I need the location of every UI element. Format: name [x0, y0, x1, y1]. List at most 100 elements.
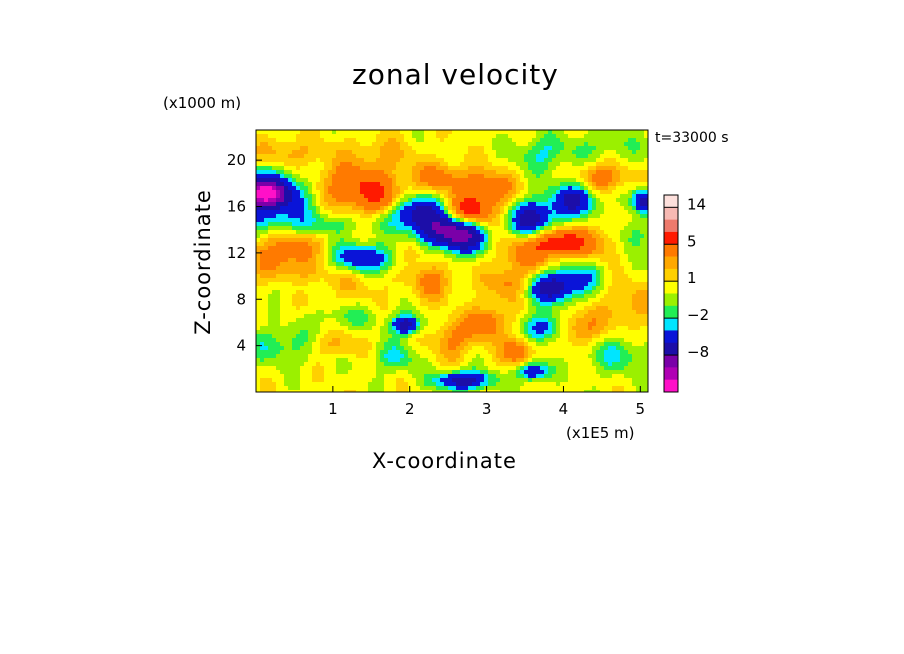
heatmap-cell [536, 206, 541, 211]
heatmap-cell [352, 318, 357, 323]
heatmap-cell [288, 170, 293, 175]
heatmap-cell [572, 158, 577, 163]
heatmap-cell [572, 266, 577, 271]
heatmap-cell [432, 194, 437, 199]
heatmap-cell [284, 330, 289, 335]
heatmap-cell [332, 142, 337, 147]
heatmap-cell [428, 274, 433, 279]
heatmap-cell [620, 222, 625, 227]
heatmap-cell [456, 210, 461, 215]
heatmap-cell [588, 302, 593, 307]
heatmap-cell [420, 206, 425, 211]
heatmap-cell [460, 142, 465, 147]
heatmap-cell [372, 214, 377, 219]
heatmap-cell [472, 142, 477, 147]
heatmap-cell [408, 218, 413, 223]
heatmap-cell [464, 274, 469, 279]
heatmap-cell [452, 142, 457, 147]
heatmap-cell [256, 250, 261, 255]
heatmap-cell [288, 174, 293, 179]
heatmap-cell [444, 186, 449, 191]
heatmap-cell [392, 190, 397, 195]
heatmap-cell [428, 218, 433, 223]
heatmap-cell [568, 310, 573, 315]
heatmap-cell [476, 286, 481, 291]
heatmap-cell [540, 314, 545, 319]
heatmap-cell [416, 274, 421, 279]
heatmap-cell [268, 166, 273, 171]
heatmap-cell [380, 254, 385, 259]
heatmap-cell [288, 266, 293, 271]
heatmap-cell [560, 238, 565, 243]
heatmap-cell [628, 326, 633, 331]
heatmap-cell [384, 198, 389, 203]
heatmap-cell [332, 190, 337, 195]
heatmap-cell [256, 226, 261, 231]
heatmap-cell [256, 138, 261, 143]
heatmap-cell [588, 274, 593, 279]
heatmap-cell [588, 278, 593, 283]
heatmap-cell [416, 146, 421, 151]
heatmap-cell [564, 194, 569, 199]
heatmap-cell [612, 326, 617, 331]
heatmap-cell [568, 222, 573, 227]
heatmap-cell [432, 254, 437, 259]
heatmap-cell [332, 290, 337, 295]
heatmap-cell [380, 314, 385, 319]
heatmap-cell [364, 318, 369, 323]
heatmap-cell [644, 214, 648, 219]
heatmap-cell [584, 330, 589, 335]
heatmap-cell [540, 162, 545, 167]
heatmap-cell [312, 306, 317, 311]
heatmap-cell [368, 278, 373, 283]
heatmap-cell [404, 170, 409, 175]
heatmap-cell [288, 314, 293, 319]
heatmap-cell [436, 170, 441, 175]
heatmap-cell [544, 138, 549, 143]
heatmap-cell [304, 250, 309, 255]
heatmap-cell [384, 166, 389, 171]
heatmap-cell [544, 250, 549, 255]
heatmap-cell [644, 218, 648, 223]
heatmap-cell [496, 182, 501, 187]
heatmap-cell [420, 178, 425, 183]
heatmap-cell [496, 294, 501, 299]
heatmap-cell [388, 218, 393, 223]
heatmap-cell [600, 130, 605, 135]
heatmap-cell [628, 254, 633, 259]
heatmap-cell [352, 230, 357, 235]
heatmap-cell [620, 294, 625, 299]
heatmap-cell [360, 138, 365, 143]
heatmap-cell [632, 266, 637, 271]
heatmap-cell [348, 230, 353, 235]
heatmap-cell [636, 186, 641, 191]
heatmap-cell [444, 226, 449, 231]
heatmap-cell [428, 150, 433, 155]
heatmap-cell [400, 270, 405, 275]
heatmap-cell [328, 214, 333, 219]
heatmap-cell [408, 194, 413, 199]
heatmap-cell [604, 226, 609, 231]
heatmap-cell [304, 242, 309, 247]
heatmap-cell [336, 170, 341, 175]
heatmap-cell [416, 298, 421, 303]
heatmap-cell [492, 242, 497, 247]
heatmap-cell [560, 194, 565, 199]
heatmap-cell [320, 166, 325, 171]
heatmap-cell [464, 326, 469, 331]
heatmap-cell [284, 194, 289, 199]
heatmap-cell [520, 242, 525, 247]
heatmap-cell [408, 330, 413, 335]
heatmap-cell [388, 258, 393, 263]
heatmap-cell [320, 178, 325, 183]
heatmap-cell [488, 318, 493, 323]
heatmap-cell [516, 190, 521, 195]
heatmap-cell [260, 210, 265, 215]
heatmap-cell [408, 210, 413, 215]
heatmap-cell [360, 222, 365, 227]
heatmap-cell [612, 174, 617, 179]
heatmap-cell [316, 182, 321, 187]
heatmap-cell [476, 306, 481, 311]
heatmap-cell [480, 210, 485, 215]
heatmap-cell [528, 254, 533, 259]
